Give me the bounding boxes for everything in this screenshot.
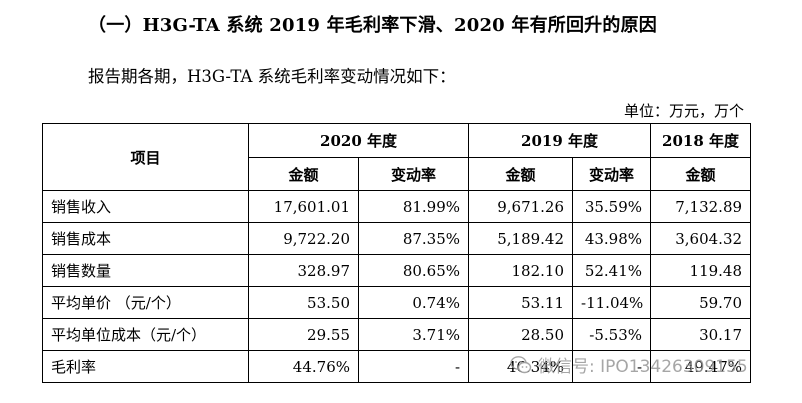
cell-amount-2020: 17,601.01 (248, 190, 359, 223)
cell-change-2020: 3.71% (357, 318, 470, 351)
item-header: 项目 (42, 123, 249, 191)
cell-amount-2020: 53.50 (248, 286, 359, 319)
subheader-change-2019: 变动率 (572, 157, 652, 191)
cell-amount-2019: 46.34% (468, 350, 574, 383)
subheader-amount-2019: 金额 (468, 157, 574, 191)
cell-change-2019: 43.98% (572, 222, 652, 255)
subheader-amount-2018: 金额 (650, 157, 752, 191)
cell-amount-2019: 53.11 (468, 286, 574, 319)
year-header-2019: 2019 年度 (468, 123, 652, 158)
row-label: 销售成本 (42, 222, 249, 255)
table-row-average-price: 平均单价 （元/个） 53.50 0.74% 53.11 -11.04% 59.… (42, 286, 752, 319)
gross-margin-table: 项目 2020 年度 2019 年度 2018 年度 金额 变动率 金额 变动率… (42, 123, 752, 383)
table-row-sales-cost: 销售成本 9,722.20 87.35% 5,189.42 43.98% 3,6… (42, 222, 752, 255)
row-label: 平均单位成本（元/个） (42, 318, 249, 351)
cell-amount-2020: 44.76% (248, 350, 359, 383)
row-label: 销售数量 (42, 254, 249, 287)
cell-amount-2020: 328.97 (248, 254, 359, 287)
cell-change-2019: -11.04% (572, 286, 652, 319)
year-header-2020: 2020 年度 (247, 123, 470, 158)
cell-change-2019: 35.59% (572, 190, 652, 223)
cell-amount-2018: 3,604.32 (650, 222, 752, 255)
cell-amount-2018: 119.48 (650, 254, 752, 287)
cell-amount-2018: 30.17 (650, 318, 752, 351)
unit-note: 单位：万元，万个 (623, 102, 744, 120)
table-row-average-unit-cost: 平均单位成本（元/个） 29.55 3.71% 28.50 -5.53% 30.… (42, 318, 752, 351)
subheader-amount-2020: 金额 (248, 157, 359, 191)
cell-change-2020: 81.99% (357, 190, 470, 223)
table-subheader-row: 金额 变动率 金额 变动率 金额 (43, 157, 752, 191)
cell-amount-2019: 9,671.26 (468, 190, 574, 223)
cell-amount-2019: 28.50 (468, 318, 574, 351)
table-row-sales-quantity: 销售数量 328.97 80.65% 182.10 52.41% 119.48 (42, 254, 752, 287)
row-label: 平均单价 （元/个） (42, 286, 249, 319)
cell-change-2020: 80.65% (357, 254, 470, 287)
cell-amount-2020: 29.55 (248, 318, 359, 351)
cell-change-2019: - (572, 350, 652, 383)
cell-change-2020: 0.74% (357, 286, 470, 319)
year-header-2018: 2018 年度 (650, 123, 752, 158)
cell-change-2020: - (357, 350, 470, 383)
row-label: 毛利率 (42, 350, 249, 383)
cell-amount-2020: 9,722.20 (248, 222, 359, 255)
cell-change-2019: 52.41% (572, 254, 652, 287)
cell-change-2019: -5.53% (572, 318, 652, 351)
cell-amount-2018: 7,132.89 (650, 190, 752, 223)
intro-text: 报告期各期，H3G-TA 系统毛利率变动情况如下： (88, 67, 456, 86)
row-label: 销售收入 (42, 190, 249, 223)
cell-amount-2019: 5,189.42 (468, 222, 574, 255)
cell-amount-2018: 59.70 (650, 286, 752, 319)
section-heading: （一）H3G-TA 系统 2019 年毛利率下滑、2020 年有所回升的原因 (88, 15, 657, 36)
table-row-gross-margin: 毛利率 44.76% - 46.34% - 49.47% (42, 350, 752, 383)
cell-amount-2019: 182.10 (468, 254, 574, 287)
table-header-row: 项目 2020 年度 2019 年度 2018 年度 (42, 123, 752, 191)
cell-amount-2018: 49.47% (650, 350, 752, 383)
table-row-sales-revenue: 销售收入 17,601.01 81.99% 9,671.26 35.59% 7,… (42, 190, 752, 223)
cell-change-2020: 87.35% (357, 222, 470, 255)
subheader-change-2020: 变动率 (357, 157, 470, 191)
